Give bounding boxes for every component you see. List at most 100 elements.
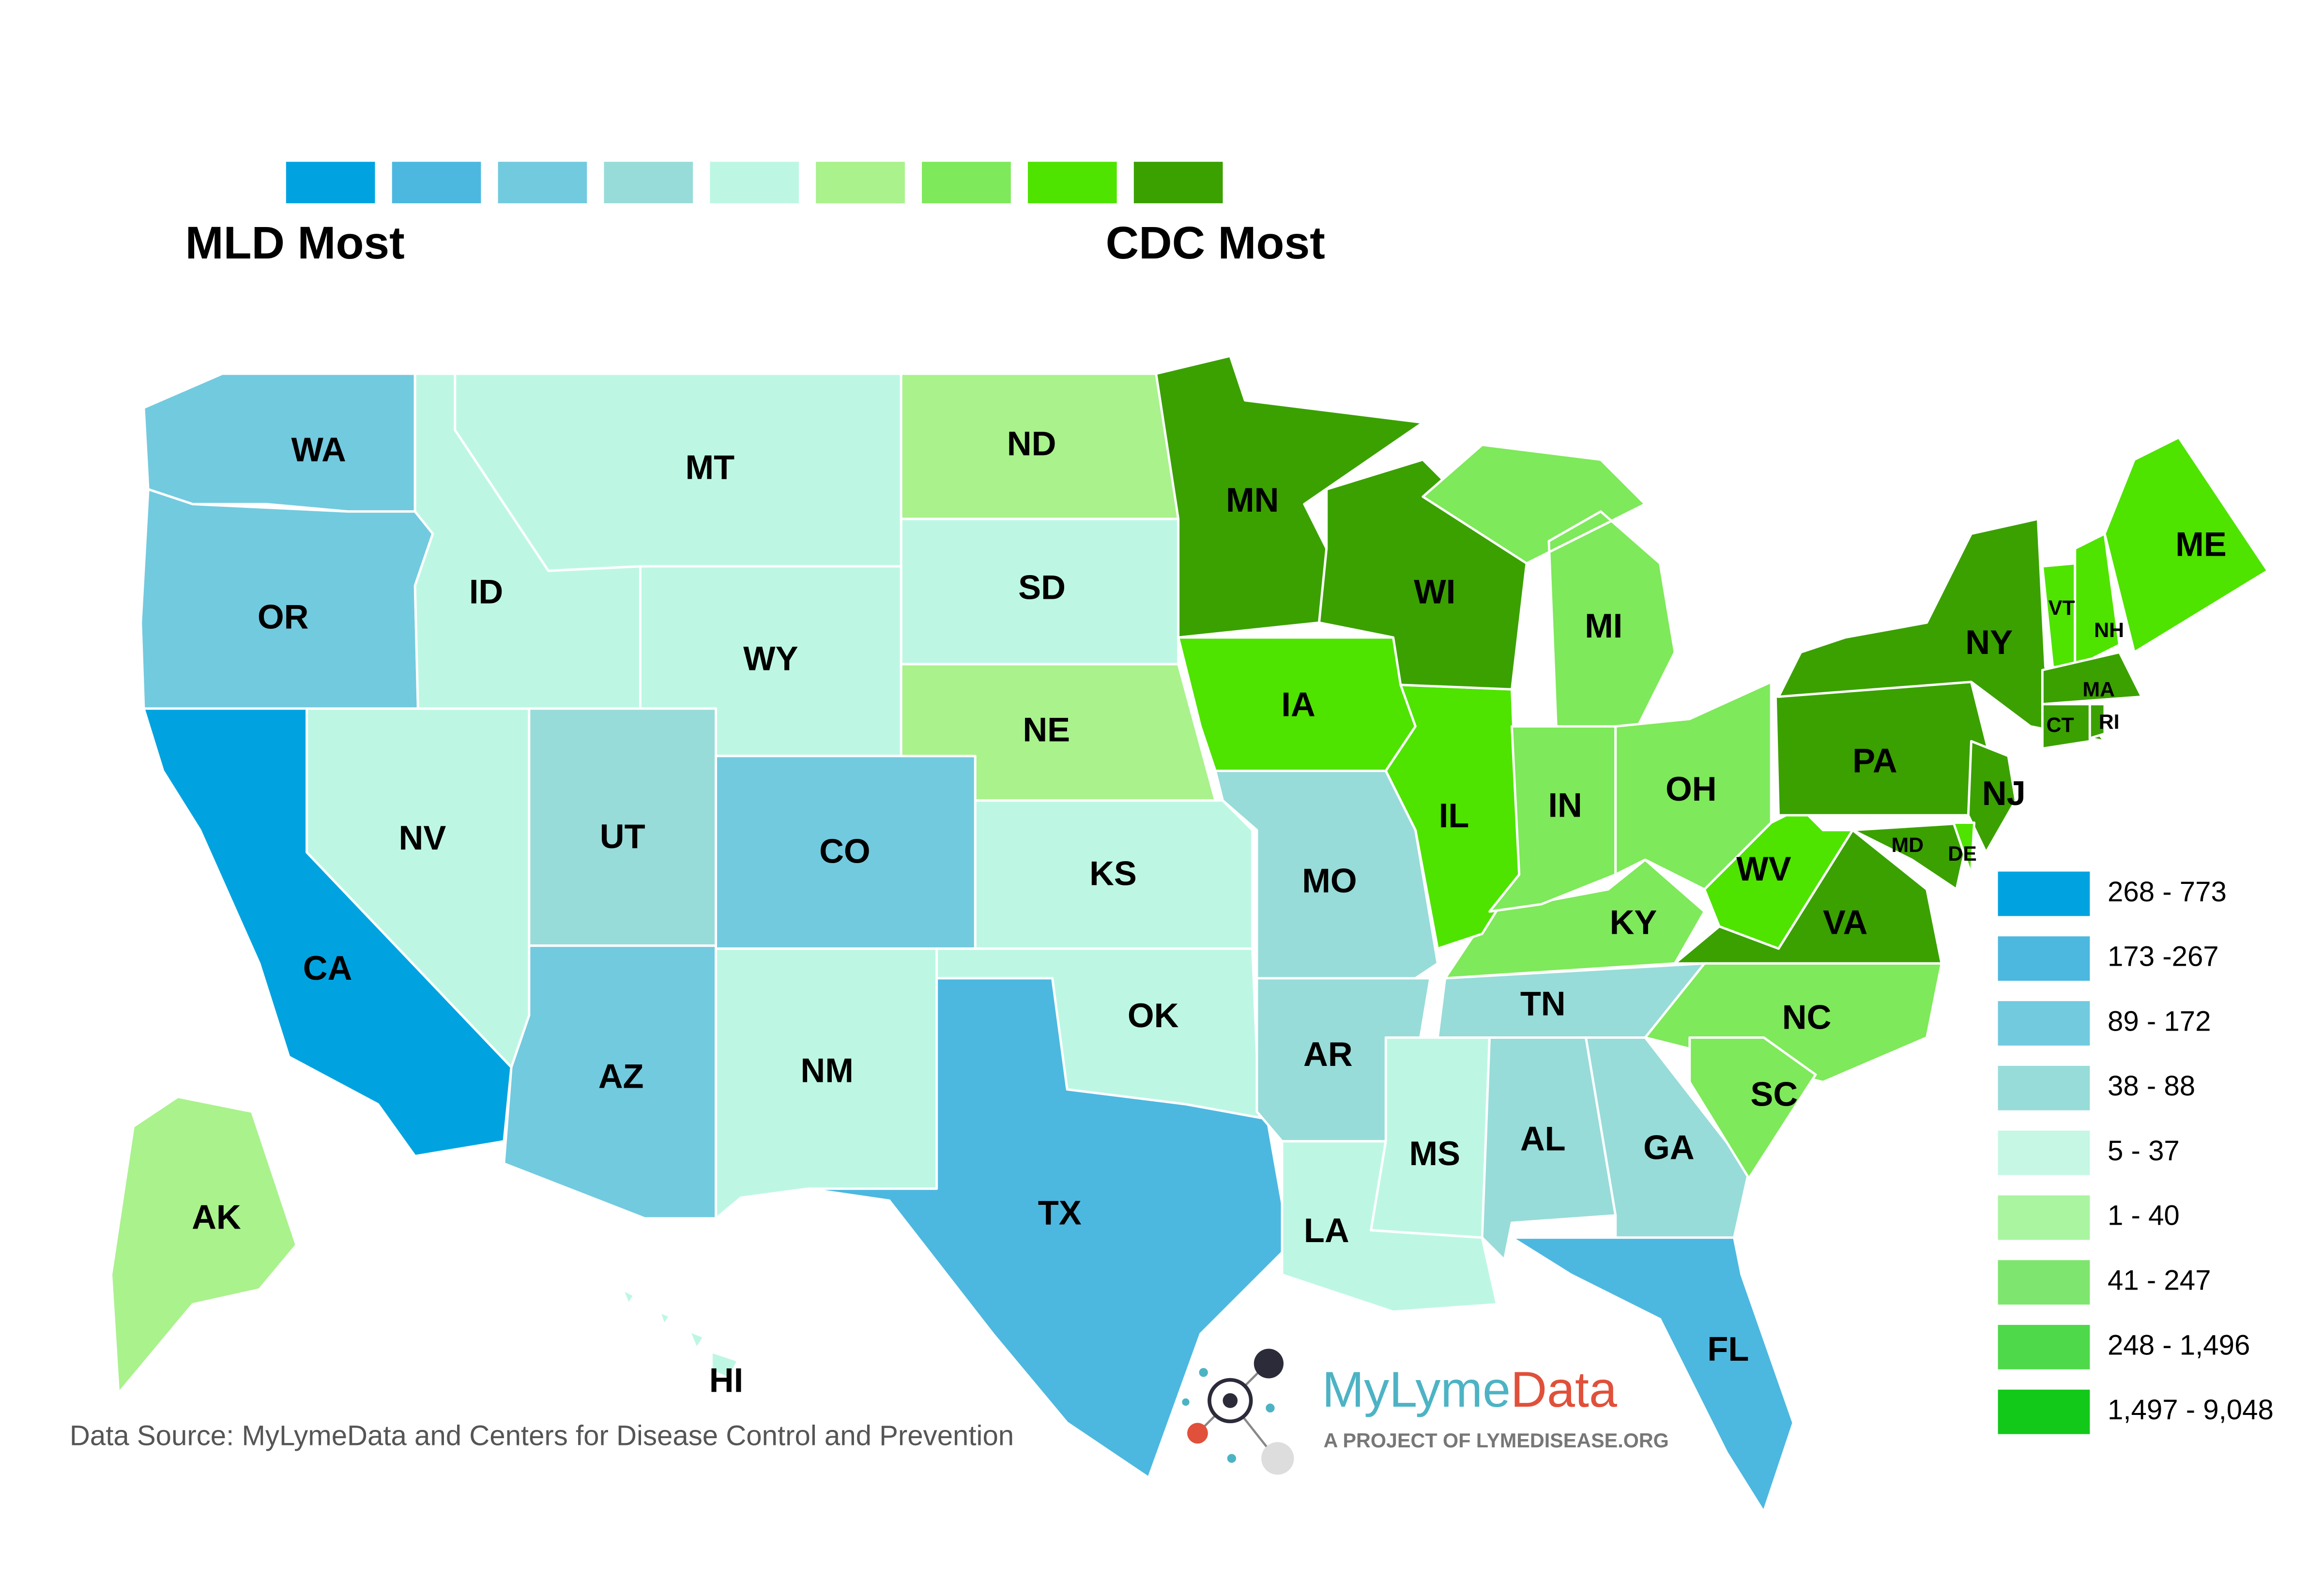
state-label: NC	[1782, 998, 1832, 1036]
state-shape	[1777, 517, 2106, 743]
state-label: TX	[1038, 1193, 1082, 1231]
legend-swatch	[1998, 871, 2090, 916]
state-label: NJ	[1982, 774, 2026, 812]
state-label: IA	[1281, 685, 1315, 723]
state-shape	[1967, 740, 2017, 854]
legend-left-label: MLD Most	[185, 217, 405, 269]
state-shape	[1851, 821, 1972, 891]
legend-swatch	[498, 162, 587, 203]
state-shape	[621, 1288, 739, 1380]
state-label: RI	[2099, 711, 2120, 734]
legend-swatch	[604, 162, 693, 203]
state-shape	[2088, 703, 2106, 740]
state-label: CA	[303, 949, 352, 987]
state-shape	[1155, 354, 1424, 639]
state-label: NH	[2094, 619, 2124, 642]
legend-right-label: CDC Most	[1106, 217, 1325, 269]
state-label: MI	[1585, 607, 1622, 645]
state-shape	[2041, 651, 2143, 706]
state-label: CT	[2047, 714, 2074, 737]
legend-swatch	[1998, 1324, 2090, 1369]
state-label: AR	[1303, 1035, 1353, 1073]
legend-label: 173 -267	[2108, 941, 2219, 972]
state-label: AZ	[598, 1057, 644, 1095]
legend-swatch	[286, 162, 375, 203]
logo-tagline: A PROJECT OF LYMEDISEASE.ORG	[1324, 1429, 1669, 1452]
state-label: ID	[469, 573, 503, 611]
state-label: VA	[1823, 903, 1868, 941]
state-label: IN	[1548, 786, 1582, 824]
state-label: GA	[1643, 1128, 1695, 1167]
state-label: NV	[399, 819, 446, 857]
state-label: MA	[2082, 678, 2115, 701]
legend-swatch	[1998, 1389, 2090, 1434]
legend-swatch	[1998, 1130, 2090, 1175]
state-shape	[2103, 436, 2269, 653]
state-shape	[2041, 703, 2091, 750]
state-label: SD	[1018, 568, 1066, 607]
state-label: OH	[1666, 770, 1717, 808]
state-label: IL	[1439, 796, 1469, 835]
state-label: HI	[709, 1361, 743, 1399]
state-label: MO	[1302, 862, 1357, 900]
state-label: WA	[291, 430, 346, 469]
state-shape	[142, 372, 416, 513]
legend-label: 1,497 - 9,048	[2108, 1394, 2274, 1426]
legend-swatch	[1133, 162, 1223, 203]
legend-swatch	[1027, 162, 1117, 203]
state-label: OR	[258, 598, 309, 636]
state-label: ME	[2175, 525, 2227, 563]
legend-swatch	[1998, 1260, 2090, 1305]
state-labels: WA OR CA NV ID MT WY UT CO AZ NM ND SD NE KS OK TX MN IA MO…	[192, 425, 2227, 1399]
state-shape	[1952, 821, 1975, 876]
legend-swatch	[922, 162, 1011, 203]
state-label: KS	[1089, 854, 1137, 892]
state-label: CO	[819, 832, 871, 870]
state-label: WY	[743, 639, 798, 677]
state-label: MS	[1409, 1134, 1460, 1172]
legend-label: 89 - 172	[2108, 1005, 2211, 1037]
data-source: Data Source: MyLymeData and Centers for …	[70, 1420, 1014, 1451]
state-label: UT	[600, 817, 645, 855]
state-label: SC	[1750, 1075, 1798, 1113]
legend-swatch	[392, 162, 481, 203]
state-shape	[110, 1095, 298, 1395]
state-shape	[1688, 1036, 1817, 1180]
logo: MyLymeData A PROJECT OF LYMEDISEASE.ORG	[1182, 1349, 1669, 1475]
state-label: FL	[1707, 1330, 1749, 1368]
logo-name-part: MyLyme	[1322, 1362, 1511, 1418]
state-label: LA	[1304, 1211, 1349, 1249]
legend-swatch	[1998, 1001, 2090, 1046]
range-legend: 268 - 773 173 -267 89 - 172 38 - 88 5 - 37 1 …	[1998, 871, 2274, 1434]
state-label: NY	[1965, 623, 2013, 661]
state-label: ND	[1007, 425, 1056, 463]
state-label: MN	[1226, 481, 1279, 519]
state-label: VT	[2049, 596, 2075, 620]
legend-swatch	[816, 162, 905, 203]
state-shape	[974, 799, 1254, 950]
legend-label: 248 - 1,496	[2108, 1329, 2250, 1361]
state-shape	[1444, 858, 1706, 980]
top-legend	[286, 162, 1223, 203]
legend-label: 5 - 37	[2108, 1135, 2180, 1167]
legend-label: 41 - 247	[2108, 1264, 2211, 1296]
state-label: MT	[686, 448, 735, 486]
state-label: KY	[1610, 903, 1657, 941]
legend-swatch	[1998, 1065, 2090, 1110]
legend-swatch	[1998, 1195, 2090, 1240]
state-label: AL	[1520, 1119, 1566, 1157]
state-label: NM	[800, 1051, 853, 1089]
states	[110, 354, 2269, 1513]
state-label: WV	[1736, 850, 1791, 888]
state-shape	[806, 977, 1291, 1479]
legend-swatch	[1998, 936, 2090, 981]
state-label: OK	[1128, 996, 1179, 1034]
state-label: AK	[192, 1198, 241, 1236]
state-label: NE	[1023, 710, 1070, 748]
logo-name: MyLymeData	[1322, 1362, 1617, 1418]
logo-name-part: Data	[1511, 1362, 1617, 1418]
state-shape	[2074, 532, 2121, 668]
state-label: TN	[1520, 985, 1566, 1023]
